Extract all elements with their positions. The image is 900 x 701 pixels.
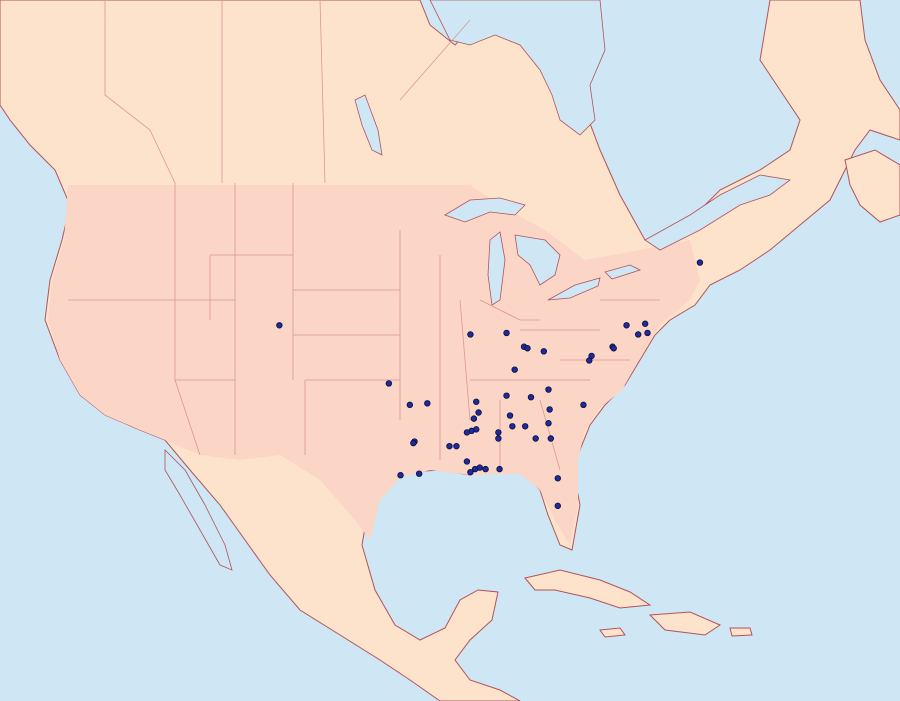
occurrence-point: [446, 442, 453, 450]
occurrence-point: [554, 502, 561, 510]
newfoundland: [844, 149, 900, 223]
occurrence-point: [496, 465, 503, 473]
occurrence-point: [554, 475, 561, 482]
lake-huron: [514, 234, 561, 286]
occurrence-point: [511, 366, 518, 373]
occurrence-point: [463, 458, 471, 465]
lake-ontario: [604, 264, 642, 280]
occurrence-point: [503, 329, 510, 337]
occurrence-point: [634, 331, 642, 338]
occurrence-point: [482, 465, 489, 473]
occurrence-point: [453, 442, 460, 450]
occurrence-point: [546, 406, 553, 413]
occurrence-point: [276, 322, 283, 329]
occurrence-point: [470, 415, 478, 422]
occurrence-point: [495, 435, 502, 442]
hispaniola: [648, 611, 722, 636]
occurrence-point: [467, 331, 474, 338]
occurrence-point: [588, 352, 595, 360]
occurrence-point: [475, 409, 482, 416]
occurrence-point: [397, 472, 404, 479]
gulf-of-california: [164, 449, 233, 571]
occurrence-point: [503, 392, 510, 399]
lake-michigan: [487, 231, 506, 306]
occurrence-point: [521, 423, 529, 430]
occurrence-point: [580, 401, 587, 409]
occurrence-point: [644, 329, 651, 337]
puerto-rico: [729, 627, 753, 637]
occurrence-point: [473, 398, 480, 405]
occurrence-point: [463, 429, 471, 436]
occurrence-point: [476, 464, 483, 471]
occurrence-point: [696, 259, 704, 266]
occurrence-point: [545, 386, 552, 393]
lake-winnipeg: [354, 94, 383, 156]
occurrence-point: [540, 348, 548, 355]
occurrence-point: [473, 426, 480, 433]
occurrence-point: [415, 470, 423, 477]
occurrence-point: [532, 435, 539, 442]
occurrence-point: [506, 412, 514, 419]
occurrence-point: [524, 345, 531, 352]
cuba: [524, 569, 652, 609]
st-lawrence: [644, 174, 791, 251]
occurrence-point: [545, 420, 552, 427]
lake-erie: [547, 277, 601, 301]
occurrence-point: [547, 435, 555, 442]
occurrence-point: [410, 439, 417, 447]
occurrence-point: [495, 429, 502, 436]
occurrence-point: [424, 400, 431, 407]
hudson-bay: [429, 0, 606, 136]
occurrence-point: [406, 401, 414, 409]
jamaica: [599, 627, 626, 638]
lake-superior: [444, 197, 526, 223]
occurrence-point: [610, 345, 617, 352]
occurrence-points: [276, 259, 704, 510]
occurrence-point: [509, 423, 516, 430]
occurrence-point: [623, 322, 630, 329]
occurrence-point: [385, 380, 393, 387]
occurrence-point: [527, 394, 535, 401]
occurrence-point: [467, 468, 474, 476]
occurrence-point: [641, 320, 649, 327]
